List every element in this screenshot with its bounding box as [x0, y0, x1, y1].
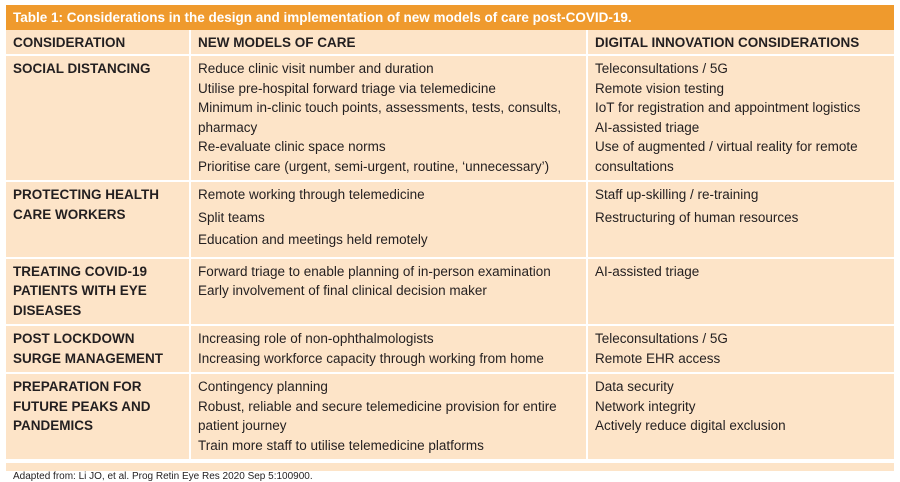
models-cell: Increasing role of non-ophthalmologists I…: [189, 324, 588, 374]
consideration: TREATING COVID-19 PATIENTS WITH EYE DISE…: [13, 263, 148, 318]
model-item: Utilise pre-hospital forward triage via …: [198, 80, 496, 96]
column-header: CONSIDERATION: [6, 30, 191, 56]
consideration-cell: PROTECTING HEALTH CARE WORKERS: [6, 180, 191, 259]
model-item: Minimum in-clinic touch points, assessme…: [198, 100, 562, 135]
consideration: PREPARATION FOR FUTURE PEAKS AND PANDEMI…: [13, 379, 151, 433]
table-row: TREATING COVID-19 PATIENTS WITH EYE DISE…: [6, 256, 894, 326]
table-row: POST LOCKDOWN SURGE MANAGEMENT Increasing…: [6, 324, 894, 374]
model-item: Split teams: [198, 209, 265, 225]
model-item: Forward triage to enable planning of in-…: [198, 263, 551, 279]
consideration-cell: PREPARATION FOR FUTURE PEAKS AND PANDEMI…: [6, 372, 191, 461]
consideration-cell: POST LOCKDOWN SURGE MANAGEMENT: [6, 324, 191, 374]
models-cell: Contingency planning Robust, reliable and…: [189, 372, 588, 461]
digital-cell: Teleconsultations / 5G Remote EHR access: [586, 324, 894, 374]
consideration-cell: SOCIAL DISTANCING: [6, 55, 191, 182]
model-item: Re-evaluate clinic space norms: [198, 139, 386, 154]
digital-item: Teleconsultations / 5G: [595, 331, 728, 346]
model-item: Train more staff to utilise telemedicine…: [198, 437, 484, 453]
table-body: SOCIAL DISTANCING Reduce clinic visit num…: [6, 55, 894, 461]
digital-cell: AI-assisted triage: [586, 256, 894, 326]
digital-item: Teleconsultations / 5G: [595, 61, 728, 76]
models-cell: Reduce clinic visit number and duration U…: [189, 55, 588, 182]
digital-cell: Staff up-skilling / re-training Restructu…: [586, 180, 894, 259]
models-cell: Forward triage to enable planning of in-…: [189, 256, 588, 326]
model-item: Robust, reliable and secure telemedicine…: [198, 398, 557, 434]
digital-item: Network integrity: [595, 398, 696, 414]
consideration: POST LOCKDOWN SURGE MANAGEMENT: [13, 331, 164, 366]
table-row: SOCIAL DISTANCING Reduce clinic visit num…: [6, 55, 894, 182]
column-header: NEW MODELS OF CARE: [189, 30, 588, 56]
models-cell: Remote working through telemedicine Split…: [189, 180, 588, 259]
table-row: PREPARATION FOR FUTURE PEAKS AND PANDEMI…: [6, 372, 894, 461]
digital-cell: Teleconsultations / 5G Remote vision test…: [586, 55, 894, 182]
digital-item: AI-assisted triage: [595, 119, 700, 135]
table: CONSIDERATION NEW MODELS OF CARE DIGITAL…: [6, 30, 894, 461]
consideration: SOCIAL DISTANCING: [13, 61, 151, 76]
table-row: PROTECTING HEALTH CARE WORKERS Remote wor…: [6, 180, 894, 259]
digital-item: Staff up-skilling / re-training: [595, 187, 759, 202]
model-item: Reduce clinic visit number and duration: [198, 61, 434, 76]
model-item: Increasing role of non-ophthalmologists: [198, 331, 434, 346]
digital-item: AI-assisted triage: [595, 263, 700, 279]
digital-item: IoT for registration and appointment log…: [595, 100, 861, 115]
model-item: Increasing workforce capacity through wo…: [198, 350, 544, 366]
column-header: DIGITAL INNOVATION CONSIDERATIONS: [586, 30, 894, 56]
digital-cell: Data security Network integrity Actively r…: [586, 372, 894, 461]
model-item: Prioritise care (urgent, semi-urgent, ro…: [198, 158, 550, 174]
footnote: Adapted from: Li JO, et al. Prog Retin E…: [6, 461, 894, 482]
digital-item: Actively reduce digital exclusion: [595, 418, 786, 433]
header-row: CONSIDERATION NEW MODELS OF CARE DIGITAL…: [6, 30, 894, 56]
digital-item: Data security: [595, 379, 674, 394]
model-item: Early involvement of final clinical deci…: [198, 283, 487, 298]
digital-item: Remote vision testing: [595, 80, 725, 96]
model-item: Education and meetings held remotely: [198, 232, 428, 247]
consideration: PROTECTING HEALTH CARE WORKERS: [13, 187, 159, 222]
model-item: Contingency planning: [198, 379, 328, 394]
table-card: Table 1: Considerations in the design an…: [6, 5, 894, 482]
consideration-cell: TREATING COVID-19 PATIENTS WITH EYE DISE…: [6, 256, 191, 326]
digital-item: Restructuring of human resources: [595, 209, 799, 225]
table-title: Table 1: Considerations in the design an…: [6, 5, 894, 30]
model-item: Remote working through telemedicine: [198, 187, 425, 202]
digital-item: Use of augmented / virtual reality for r…: [595, 139, 858, 174]
digital-item: Remote EHR access: [595, 350, 721, 366]
